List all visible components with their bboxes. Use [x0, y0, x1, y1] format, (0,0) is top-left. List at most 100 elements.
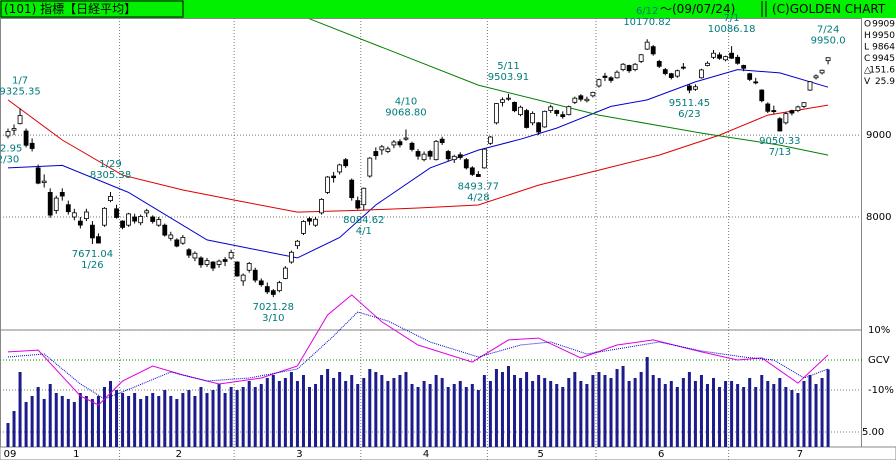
candle-body	[686, 85, 692, 91]
volume-bar	[790, 390, 794, 447]
info-key: O	[864, 20, 871, 30]
volume-bar	[289, 372, 293, 447]
volume-bar	[181, 393, 185, 447]
candle-body	[222, 259, 228, 262]
candle-body	[711, 52, 716, 58]
candle-body	[735, 56, 741, 64]
volume-bar	[639, 372, 643, 447]
annotation-value: 9050.33	[759, 136, 800, 147]
volume-bar	[627, 381, 631, 447]
candle-body	[337, 164, 343, 173]
volume-bar	[651, 375, 655, 447]
candle-body	[17, 115, 23, 125]
annotation-date: 2/30	[0, 154, 19, 165]
header-copyright: (C)GOLDEN CHART	[772, 2, 886, 16]
candle-body	[680, 66, 686, 69]
candle-body	[343, 159, 349, 167]
candle-body	[126, 213, 131, 226]
volume-bar	[675, 387, 679, 447]
volume-bar	[163, 390, 167, 447]
candle-body	[258, 280, 264, 286]
moving-average-line	[7, 99, 829, 213]
volume-bar	[229, 387, 233, 447]
candle-body	[120, 220, 125, 228]
volume-bar	[217, 384, 221, 447]
candle-body	[705, 62, 710, 66]
volume-bar	[772, 384, 776, 447]
volume-bar	[133, 393, 137, 447]
candle-body	[90, 224, 95, 239]
info-value: 151.6	[869, 66, 895, 76]
candle-body	[379, 146, 385, 151]
candle-body	[638, 54, 644, 62]
candle-body	[289, 251, 294, 263]
volume-bar	[422, 381, 426, 447]
candle-body	[620, 63, 626, 70]
candle-body	[457, 154, 463, 158]
info-key: V	[864, 77, 871, 87]
volume-bar	[742, 387, 746, 447]
volume-bar	[6, 423, 10, 447]
volume-bar	[416, 387, 420, 447]
candle-body	[403, 137, 409, 140]
volume-bar	[796, 393, 800, 447]
y-tick-label: 10%	[868, 325, 890, 336]
candle-body	[331, 175, 337, 179]
volume-bar	[338, 372, 342, 447]
candle-body	[494, 103, 499, 124]
candle-body	[518, 106, 523, 116]
candle-body	[391, 141, 397, 146]
candle-body	[385, 148, 391, 152]
x-tick-label: 09	[4, 449, 17, 460]
volume-bar	[633, 378, 637, 447]
candle-body	[759, 89, 765, 102]
y-tick-label: 5.00	[862, 427, 884, 438]
annotation-date: 4/10	[395, 96, 417, 107]
volume-bar	[314, 384, 318, 447]
volume-bar	[657, 378, 661, 447]
annotation-value: 8493.77	[458, 182, 499, 193]
annotation-value: 9950.0	[811, 35, 846, 46]
volume-bar	[814, 384, 818, 447]
volume-bar	[458, 381, 462, 447]
volume-bar	[24, 402, 28, 447]
annotation-date: 7/1	[724, 13, 740, 24]
candle-body	[819, 69, 825, 74]
volume-bar	[537, 375, 541, 447]
candle-body	[753, 81, 759, 84]
candle-body	[566, 106, 572, 116]
volume-bar	[295, 381, 299, 447]
candle-body	[301, 221, 306, 234]
volume-bar	[199, 387, 203, 447]
candle-body	[795, 106, 801, 111]
volume-bar	[621, 366, 625, 447]
candle-body	[349, 179, 355, 199]
candle-body	[548, 106, 554, 111]
volume-bar	[808, 375, 812, 447]
annotation-date: 1/7	[12, 75, 28, 86]
annotation-date: 7/13	[769, 147, 791, 158]
volume-bar	[332, 378, 336, 447]
volume-bar	[615, 369, 619, 447]
annotation-value: 7021.28	[253, 302, 294, 313]
candle-body	[41, 180, 47, 183]
volume-bar	[760, 375, 764, 447]
candle-body	[765, 103, 771, 112]
candle-body	[65, 204, 71, 213]
candle-body	[102, 207, 107, 226]
info-box	[862, 18, 896, 91]
candle-body	[469, 167, 475, 175]
candle-body	[602, 75, 608, 78]
candle-body	[542, 110, 548, 128]
candle-body	[186, 249, 192, 256]
candle-body	[192, 252, 198, 259]
candle-body	[572, 97, 578, 103]
volume-bar	[428, 384, 432, 447]
volume-bar	[718, 387, 722, 447]
volume-bar	[802, 381, 806, 447]
candle-body	[699, 69, 704, 79]
volume-bar	[90, 399, 94, 447]
candle-body	[168, 234, 174, 239]
volume-bar	[265, 378, 269, 447]
candle-body	[270, 290, 276, 295]
